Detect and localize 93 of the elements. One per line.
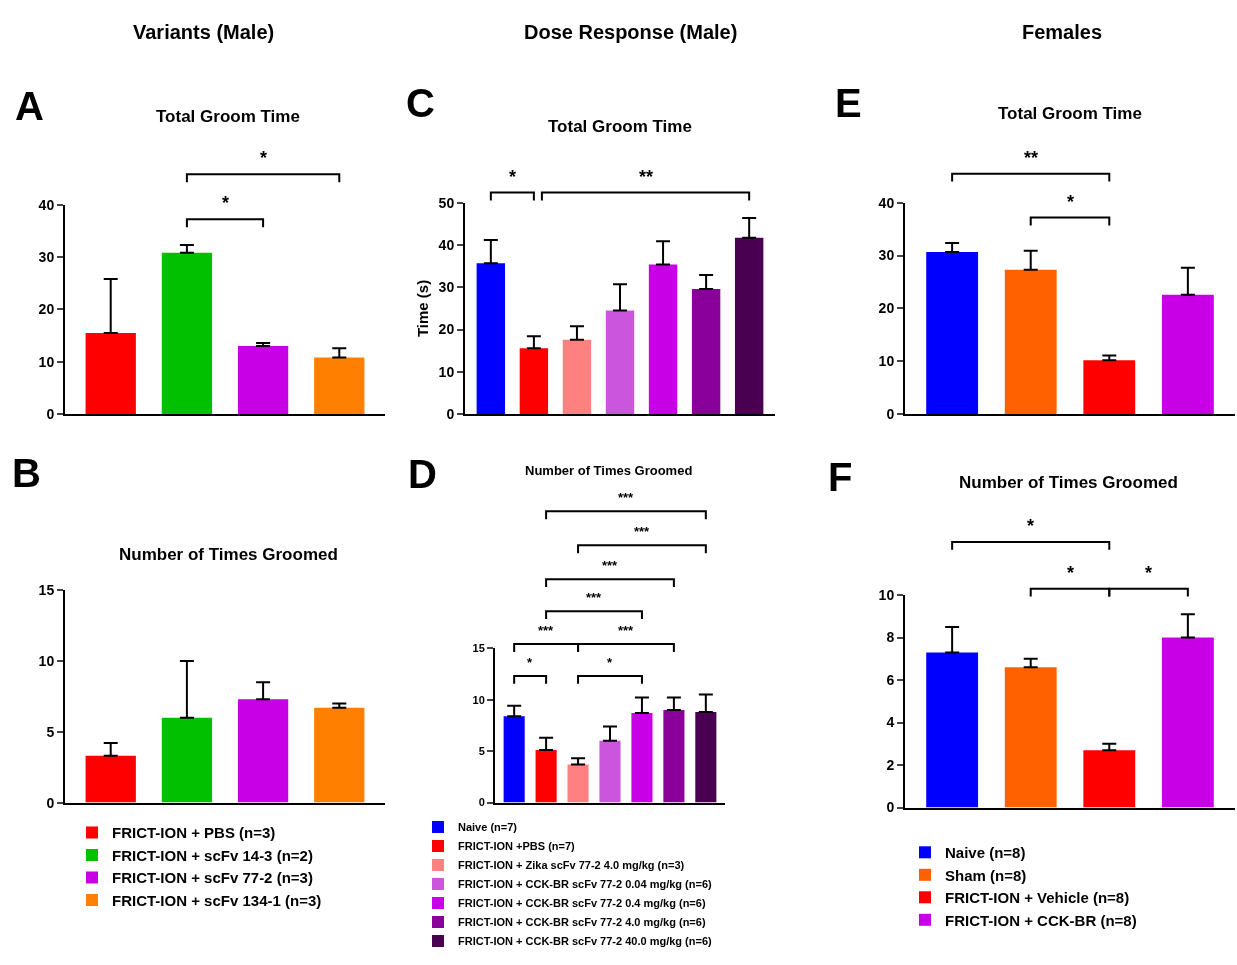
legend-label: FRICT-ION + Zika scFv 77-2 4.0 mg/kg (n=3) (458, 859, 685, 872)
chart-title: Number of Times Groomed (959, 473, 1178, 492)
chart-title: Total Groom Time (548, 117, 692, 136)
bar (85, 332, 136, 415)
y-tick-label: 20 (38, 301, 55, 318)
legend-label: FRICT-ION + scFv 77-2 (n=3) (112, 869, 313, 887)
legend-label: Sham (n=8) (945, 866, 1027, 884)
text: Females (1022, 21, 1103, 43)
bar (161, 252, 213, 415)
bar (519, 348, 549, 415)
bar (1004, 269, 1057, 415)
chart-title: Total Groom Time (998, 104, 1142, 123)
legend-label: FRICT-ION +PBS (n=7) (458, 840, 576, 853)
chart-title: Total Groom Time (156, 107, 300, 126)
text: Variants (Male) (133, 21, 275, 43)
text: * (1027, 516, 1035, 536)
y-tick-label: 0 (446, 406, 455, 423)
legend-label: FRICT-ION + CCK-BR scFv 77-2 4.0 mg/kg (n=6) (458, 916, 706, 929)
text: E (835, 81, 862, 125)
chart-title: Number of Times Groomed (525, 463, 693, 478)
text: C (406, 81, 435, 125)
text: * (1145, 563, 1153, 583)
text: *** (634, 524, 651, 539)
bar (237, 346, 289, 415)
annotation: * (222, 193, 230, 213)
y-tick-label: 6 (886, 671, 895, 688)
text: ** (1024, 148, 1039, 168)
text: Dose Response (Male) (524, 21, 738, 43)
legend-label: FRICT-ION + scFv 134-1 (n=3) (112, 891, 322, 909)
y-axis-title: Time (s) (414, 279, 432, 338)
text: A (15, 84, 44, 128)
bar (562, 339, 592, 415)
y-tick-label: 50 (438, 194, 455, 211)
legend-label: Naive (n=7) (458, 821, 518, 834)
bar (734, 237, 764, 415)
y-tick-label: 10 (38, 652, 55, 669)
legend-label: FRICT-ION + CCK-BR (n=8) (945, 911, 1137, 929)
y-tick-label: 10 (472, 693, 485, 706)
text: *** (602, 558, 619, 573)
legend-label: FRICT-ION + CCK-BR scFv 77-2 0.4 mg/kg (n=6) (458, 897, 706, 910)
y-tick-label: 20 (438, 321, 455, 338)
y-tick-label: 30 (438, 279, 455, 296)
y-tick-label: 5 (46, 723, 55, 740)
annotation: * (527, 655, 533, 670)
annotation: * (607, 655, 613, 670)
text: * (509, 167, 517, 187)
bar (1083, 360, 1136, 415)
text: * (260, 148, 268, 168)
y-tick-label: 20 (878, 300, 895, 317)
y-tick-label: 15 (38, 582, 55, 599)
legend-label: FRICT-ION + PBS (n=3) (112, 824, 276, 842)
y-tick-label: 30 (38, 248, 55, 265)
legend-label: FRICT-ION + Vehicle (n=8) (945, 889, 1130, 907)
legend-label: FRICT-ION + CCK-BR scFv 77-2 40.0 mg/kg (n=6) (458, 935, 713, 948)
y-tick-label: 10 (878, 587, 895, 603)
legend-label: Naive (n=8) (945, 844, 1026, 862)
legend-label: FRICT-ION + CCK-BR scFv 77-2 0.04 mg/kg (n=6) (458, 878, 713, 891)
y-tick-label: 8 (886, 629, 895, 646)
y-tick-label: 5 (478, 744, 485, 757)
bar (926, 251, 979, 415)
y-tick-label: 0 (886, 799, 895, 816)
y-tick-label: 40 (878, 194, 895, 211)
text: ** (639, 167, 654, 187)
y-tick-label: 0 (478, 796, 485, 809)
text: *** (618, 490, 635, 505)
y-tick-label: 0 (46, 406, 55, 423)
text: F (828, 455, 853, 499)
y-tick-label: 15 (472, 642, 485, 655)
bar (314, 357, 365, 415)
text: * (1067, 563, 1075, 583)
legend-label: FRICT-ION + scFv 14-3 (n=2) (112, 846, 313, 864)
text: *** (538, 623, 555, 638)
annotation: * (1067, 192, 1075, 212)
bar (476, 263, 506, 415)
y-tick-label: 10 (878, 353, 895, 370)
y-tick-label: 40 (38, 196, 55, 213)
chart-title: Number of Times Groomed (119, 545, 338, 564)
y-tick-label: 10 (38, 353, 55, 370)
text: *** (618, 623, 635, 638)
bar (1161, 294, 1214, 415)
y-tick-label: 2 (886, 756, 895, 773)
y-tick-label: 0 (46, 794, 55, 811)
text: *** (586, 590, 603, 605)
y-tick-label: 0 (886, 406, 895, 423)
bar (691, 288, 721, 415)
text: D (408, 452, 437, 496)
y-tick-label: 40 (438, 236, 455, 253)
y-tick-label: 10 (438, 363, 455, 380)
text: B (12, 451, 41, 495)
bar (648, 264, 678, 415)
y-tick-label: 4 (886, 714, 895, 731)
bar (605, 310, 635, 415)
y-tick-label: 30 (878, 247, 895, 264)
